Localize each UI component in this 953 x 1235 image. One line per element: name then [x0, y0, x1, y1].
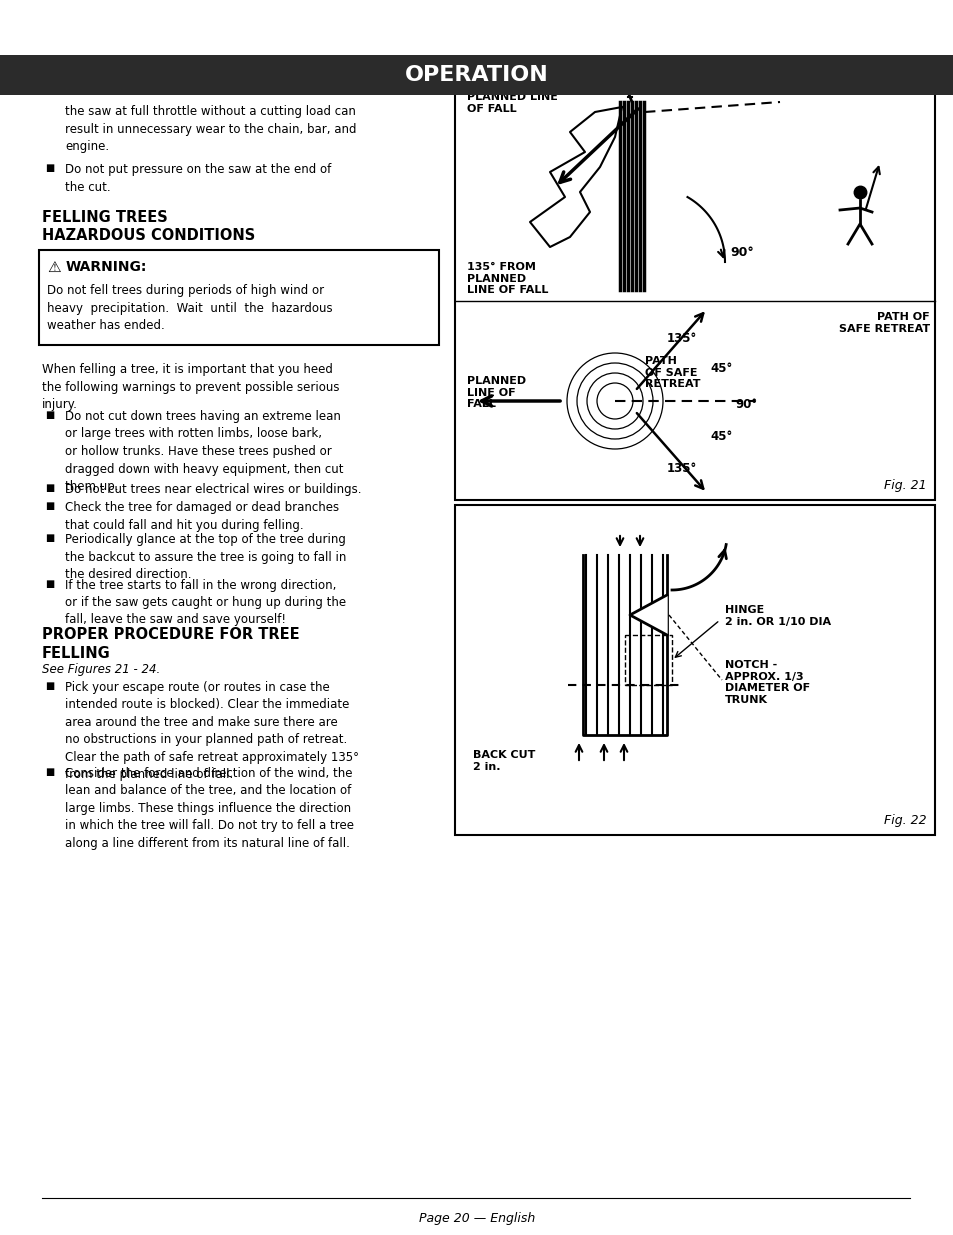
Text: If the tree starts to fall in the wrong direction,
or if the saw gets caught or : If the tree starts to fall in the wrong … — [65, 578, 346, 626]
Text: ■: ■ — [45, 534, 54, 543]
Text: ⚠: ⚠ — [47, 261, 61, 275]
Text: Fig. 22: Fig. 22 — [883, 814, 926, 827]
FancyBboxPatch shape — [455, 505, 934, 835]
Bar — [0, 56, 953, 95]
Text: Do not cut down trees having an extreme lean
or large trees with rotten limbs, l: Do not cut down trees having an extreme … — [65, 410, 343, 493]
Text: NOTCH -
APPROX. 1/3
DIAMETER OF
TRUNK: NOTCH - APPROX. 1/3 DIAMETER OF TRUNK — [724, 659, 809, 705]
Text: HAZARDOUS CONDITIONS: HAZARDOUS CONDITIONS — [42, 228, 255, 243]
Text: Fig. 21: Fig. 21 — [883, 479, 926, 492]
Text: FELLING TREES: FELLING TREES — [42, 210, 168, 225]
Text: PROPER PROCEDURE FOR TREE
FELLING: PROPER PROCEDURE FOR TREE FELLING — [42, 627, 299, 661]
Text: When felling a tree, it is important that you heed
the following warnings to pre: When felling a tree, it is important tha… — [42, 363, 339, 411]
Text: 135°: 135° — [666, 462, 697, 475]
Text: Check the tree for damaged or dead branches
that could fall and hit you during f: Check the tree for damaged or dead branc… — [65, 501, 338, 531]
Text: PATH
OF SAFE
RETREAT: PATH OF SAFE RETREAT — [644, 356, 700, 389]
Text: Pick your escape route (or routes in case the
intended route is blocked). Clear : Pick your escape route (or routes in cas… — [65, 680, 358, 782]
Text: Page 20 — English: Page 20 — English — [418, 1212, 535, 1225]
Text: HINGE
2 in. OR 1/10 DIA: HINGE 2 in. OR 1/10 DIA — [724, 605, 830, 626]
Text: 45°: 45° — [709, 363, 732, 375]
Text: PLANNED LINE
OF FALL: PLANNED LINE OF FALL — [467, 91, 558, 114]
Text: ■: ■ — [45, 680, 54, 692]
Text: Do not cut trees near electrical wires or buildings.: Do not cut trees near electrical wires o… — [65, 483, 361, 495]
Text: PLANNED
LINE OF
FALL: PLANNED LINE OF FALL — [467, 375, 525, 409]
Text: Periodically glance at the top of the tree during
the backcut to assure the tree: Periodically glance at the top of the tr… — [65, 534, 346, 580]
Text: the saw at full throttle without a cutting load can
result in unnecessary wear t: the saw at full throttle without a cutti… — [65, 105, 356, 153]
Text: ■: ■ — [45, 410, 54, 420]
Text: OPERATION: OPERATION — [405, 65, 548, 85]
Text: BACK CUT
2 in.: BACK CUT 2 in. — [473, 750, 535, 772]
Polygon shape — [629, 595, 666, 635]
Text: See Figures 21 - 24.: See Figures 21 - 24. — [42, 663, 160, 676]
Text: Do not put pressure on the saw at the end of
the cut.: Do not put pressure on the saw at the en… — [65, 163, 331, 194]
Text: ■: ■ — [45, 501, 54, 511]
Text: Do not fell trees during periods of high wind or
heavy  precipitation.  Wait  un: Do not fell trees during periods of high… — [47, 284, 333, 332]
Text: ■: ■ — [45, 578, 54, 589]
Text: PATH OF
SAFE RETREAT: PATH OF SAFE RETREAT — [838, 312, 929, 333]
Text: 90°: 90° — [734, 398, 757, 410]
Text: WARNING:: WARNING: — [66, 261, 147, 274]
Text: ■: ■ — [45, 483, 54, 493]
Text: 135° FROM
PLANNED
LINE OF FALL: 135° FROM PLANNED LINE OF FALL — [467, 262, 548, 295]
Text: Consider the force and direction of the wind, the
lean and balance of the tree, : Consider the force and direction of the … — [65, 767, 354, 850]
Text: 90°: 90° — [729, 246, 753, 258]
FancyBboxPatch shape — [39, 249, 438, 345]
Text: ■: ■ — [45, 163, 54, 173]
Text: ■: ■ — [45, 767, 54, 777]
FancyBboxPatch shape — [455, 82, 934, 500]
Text: 45°: 45° — [709, 430, 732, 442]
Text: 135°: 135° — [666, 332, 697, 346]
